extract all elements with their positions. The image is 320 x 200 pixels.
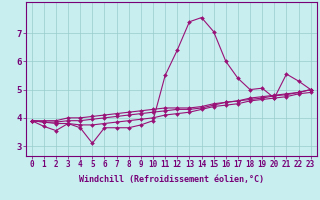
X-axis label: Windchill (Refroidissement éolien,°C): Windchill (Refroidissement éolien,°C) xyxy=(79,175,264,184)
